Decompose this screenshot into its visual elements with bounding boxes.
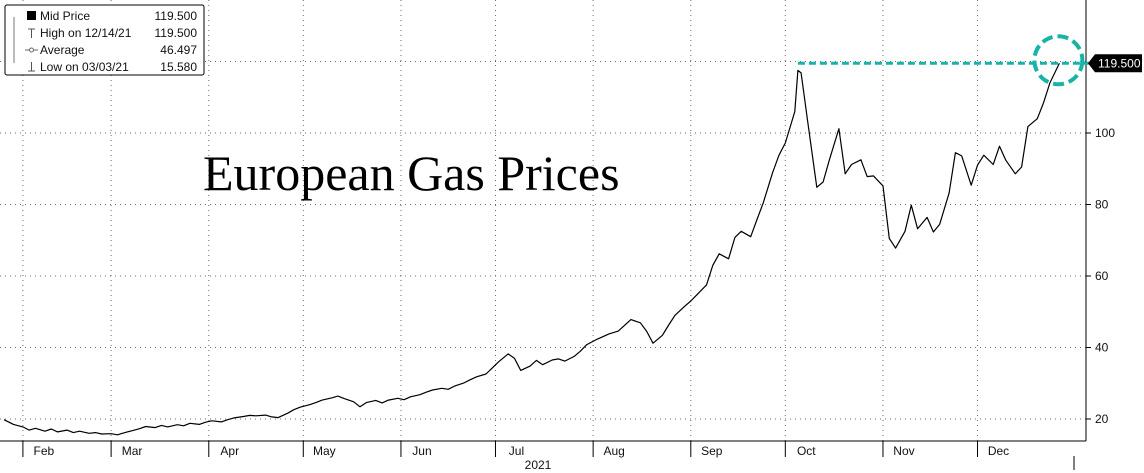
- high-dashed-circle: [1032, 34, 1085, 87]
- legend-value-low: 15.580: [160, 60, 197, 74]
- legend-value-mid-price: 119.500: [155, 9, 198, 23]
- x-axis-year-label: 2021: [525, 458, 552, 472]
- legend-label-low: Low on 03/03/21: [40, 60, 129, 74]
- high-cap-icon: [28, 28, 35, 38]
- x-tick-label: Nov: [893, 444, 914, 458]
- x-axis-ticks: Feb Mar Apr May Jun Jul Aug Sep Oct Nov Dec: [22, 441, 1009, 458]
- last-value-tag-bg: [1088, 54, 1142, 73]
- legend-value-high: 119.500: [155, 26, 198, 40]
- y-tick-label: 80: [1095, 198, 1109, 212]
- x-tick-label: Jul: [509, 444, 524, 458]
- legend-label-average: Average: [40, 43, 85, 57]
- y-axis-ticks: 20 40 60 80 100: [1086, 126, 1115, 426]
- x-tick-label: Mar: [122, 444, 143, 458]
- x-tick-label: Oct: [797, 444, 816, 458]
- low-cap-icon: [28, 62, 35, 72]
- legend-box: [4, 4, 205, 76]
- legend-label-mid-price: Mid Price: [40, 9, 90, 23]
- y-tick-label: 100: [1095, 126, 1115, 140]
- legend-value-average: 46.497: [160, 43, 197, 57]
- last-value-tag: 119.500: [1088, 54, 1142, 73]
- x-tick-label: Apr: [220, 444, 239, 458]
- y-tick-label: 60: [1095, 269, 1109, 283]
- x-tick-label: Feb: [34, 444, 55, 458]
- average-dot-icon: [25, 47, 38, 53]
- axes: [0, 0, 1087, 442]
- x-tick-label: Dec: [988, 444, 1009, 458]
- filled-square-icon: [27, 11, 36, 20]
- x-tick-label: Sep: [701, 444, 723, 458]
- y-tick-label: 20: [1095, 412, 1109, 426]
- last-value-tag-text: 119.500: [1098, 56, 1141, 70]
- chart-title: European Gas Prices: [203, 145, 620, 201]
- grid-lines: [0, 0, 1086, 441]
- y-tick-label: 40: [1095, 341, 1109, 355]
- x-tick-label: May: [313, 444, 336, 458]
- mid-price-line: [3, 63, 1060, 436]
- x-tick-label: Jun: [412, 444, 431, 458]
- legend-label-high: High on 12/14/21: [40, 26, 132, 40]
- x-tick-label: Aug: [603, 444, 624, 458]
- legend: Mid Price 119.500 High on 12/14/21 119.5…: [4, 4, 205, 76]
